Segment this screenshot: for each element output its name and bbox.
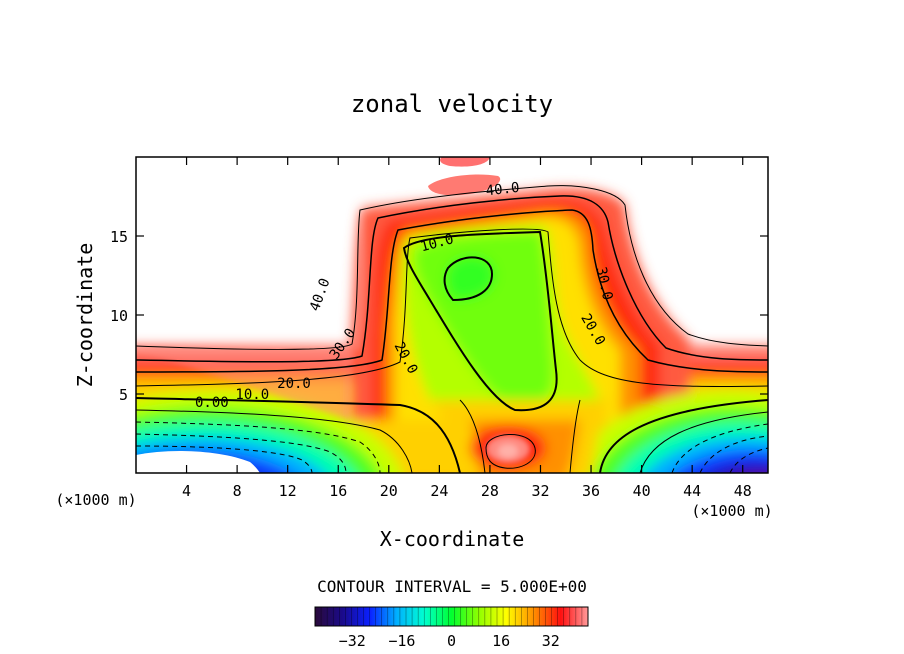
- x-tick-label: 48: [734, 482, 752, 500]
- y-tick-label: 10: [110, 307, 128, 325]
- contour-lines: [136, 185, 768, 473]
- x-tick-label: 24: [430, 482, 448, 500]
- y-axis-label: Z-coordinate: [73, 243, 97, 388]
- x-tick-label: 40: [633, 482, 651, 500]
- x-tick-label: 44: [683, 482, 701, 500]
- colorbar-gradient: [314, 606, 589, 627]
- x-unit-left: (×1000 m): [55, 491, 136, 509]
- contour-interval-text: CONTOUR INTERVAL = 5.000E+00: [317, 577, 587, 596]
- contour-label: 40.0: [307, 276, 334, 313]
- y-tick-label: 5: [119, 386, 128, 404]
- x-tick-label: 20: [380, 482, 398, 500]
- colorbar-tick-label: 32: [542, 632, 560, 650]
- y-tick-label: 15: [110, 228, 128, 246]
- x-axis: 4 8 12 16 20 24 28 32 36 40 44 48: [182, 157, 752, 500]
- contour-label: 20.0: [277, 376, 311, 392]
- contour-label: 30.0: [593, 265, 616, 301]
- contour-label: 10.0: [235, 387, 269, 403]
- colorbar-tick-label: 16: [492, 632, 510, 650]
- y-axis: 5 10 15: [110, 228, 768, 404]
- x-tick-label: 28: [481, 482, 499, 500]
- velocity-field: [136, 157, 768, 473]
- x-tick-label: 4: [182, 482, 191, 500]
- x-unit-right: (×1000 m): [691, 502, 772, 520]
- chart-title: zonal velocity: [351, 90, 553, 118]
- contour-label: 0.00: [195, 395, 229, 411]
- colorbar-tick-label: 0: [447, 632, 456, 650]
- x-tick-label: 32: [531, 482, 549, 500]
- colorbar-tick-label: −16: [388, 632, 415, 650]
- contour-labels: 40.040.030.030.010.020.020.020.010.00.00: [195, 180, 615, 411]
- x-tick-label: 12: [279, 482, 297, 500]
- x-axis-label: X-coordinate: [380, 527, 525, 551]
- x-tick-label: 16: [329, 482, 347, 500]
- x-tick-label: 36: [582, 482, 600, 500]
- contour-label: 40.0: [485, 180, 520, 199]
- colorbar: −32 −16 0 16 32: [314, 606, 589, 650]
- colorbar-tick-label: −32: [339, 632, 366, 650]
- x-tick-label: 8: [233, 482, 242, 500]
